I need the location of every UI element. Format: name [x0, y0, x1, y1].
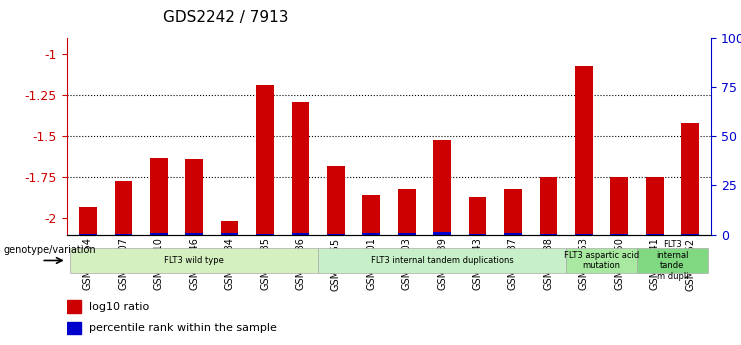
Bar: [115, 234, 132, 235]
Bar: [362, 233, 380, 235]
Text: FLT3
internal
tande
m dupli: FLT3 internal tande m dupli: [656, 240, 688, 280]
Bar: [70, 248, 318, 273]
Bar: [575, 66, 593, 235]
Bar: [115, 180, 132, 235]
Bar: [469, 197, 486, 235]
Bar: [256, 86, 274, 235]
Bar: [318, 248, 566, 273]
Bar: [79, 207, 97, 235]
Bar: [79, 234, 97, 235]
Bar: [611, 177, 628, 235]
Text: FLT3 wild type: FLT3 wild type: [165, 256, 224, 265]
Bar: [539, 177, 557, 235]
Bar: [292, 234, 309, 235]
Bar: [327, 234, 345, 235]
Bar: [150, 158, 167, 235]
Text: FLT3 internal tandem duplications: FLT3 internal tandem duplications: [370, 256, 514, 265]
Bar: [681, 234, 699, 235]
Bar: [504, 189, 522, 235]
Bar: [150, 233, 167, 235]
Bar: [398, 189, 416, 235]
Bar: [646, 177, 663, 235]
Bar: [185, 234, 203, 235]
Bar: [67, 300, 81, 313]
Bar: [504, 234, 522, 235]
Bar: [185, 159, 203, 235]
Bar: [539, 234, 557, 235]
Text: GDS2242 / 7913: GDS2242 / 7913: [163, 10, 288, 25]
Bar: [433, 139, 451, 235]
Bar: [67, 322, 81, 334]
Bar: [362, 195, 380, 235]
Bar: [646, 234, 663, 235]
Bar: [398, 234, 416, 235]
Text: log10 ratio: log10 ratio: [89, 302, 150, 312]
Bar: [637, 248, 708, 273]
Bar: [256, 234, 274, 235]
Text: genotype/variation: genotype/variation: [4, 245, 96, 255]
Bar: [566, 248, 637, 273]
Bar: [221, 221, 239, 235]
Bar: [292, 102, 309, 235]
Bar: [469, 234, 486, 235]
Bar: [327, 166, 345, 235]
Bar: [681, 123, 699, 235]
Text: percentile rank within the sample: percentile rank within the sample: [89, 323, 277, 333]
Bar: [221, 233, 239, 235]
Bar: [575, 234, 593, 235]
Bar: [611, 234, 628, 235]
Text: FLT3 aspartic acid
mutation: FLT3 aspartic acid mutation: [564, 251, 639, 270]
Bar: [433, 232, 451, 235]
